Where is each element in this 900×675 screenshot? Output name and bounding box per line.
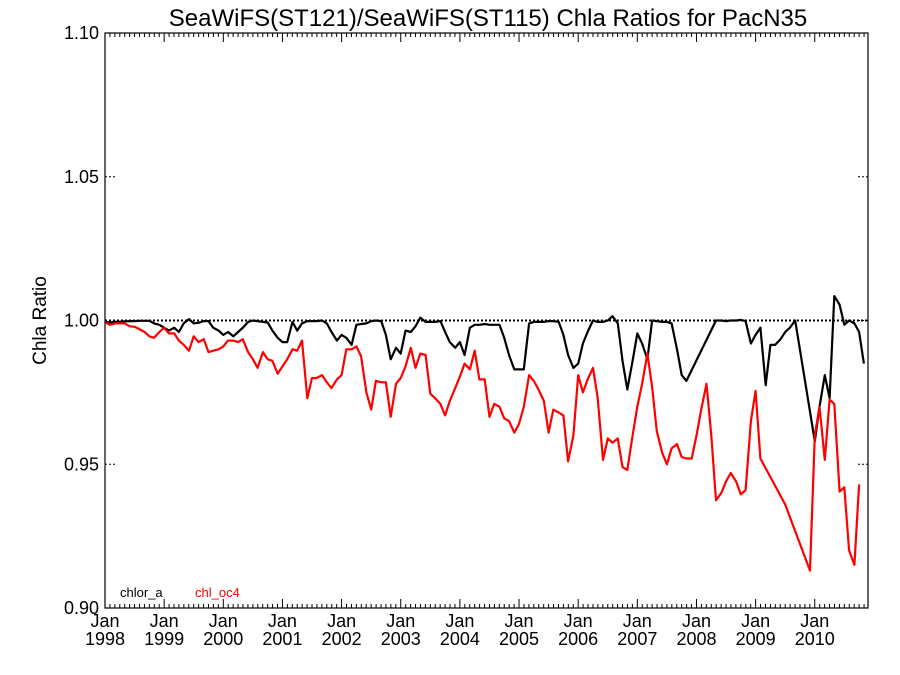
y-tick-label: 0.95 bbox=[64, 454, 99, 474]
y-axis: 0.90 0.95 1.00 1.05 1.10 bbox=[64, 23, 868, 618]
x-tick-label-month: Jan bbox=[682, 611, 711, 631]
x-tick-label-month: Jan bbox=[445, 611, 474, 631]
x-tick-label-year: 2004 bbox=[440, 629, 480, 649]
x-tick-label-year: 2000 bbox=[203, 629, 243, 649]
series-line-chlor-a bbox=[104, 295, 865, 443]
x-tick-label-year: 2002 bbox=[322, 629, 362, 649]
x-tick-label-month: Jan bbox=[505, 611, 534, 631]
series-line-chl-oc4 bbox=[104, 320, 861, 572]
x-tick-label-year: 1999 bbox=[144, 629, 184, 649]
series-layer bbox=[104, 295, 865, 572]
chart-title: SeaWiFS(ST121)/SeaWiFS(ST115) Chla Ratio… bbox=[169, 5, 807, 32]
y-tick-label: 1.10 bbox=[64, 23, 99, 43]
legend-item-chlor-a: chlor_a bbox=[120, 585, 163, 600]
x-axis: Jan1998Jan1999Jan2000Jan2001Jan2002Jan20… bbox=[85, 33, 865, 649]
x-tick-label-month: Jan bbox=[564, 611, 593, 631]
x-tick-label-year: 1998 bbox=[85, 629, 125, 649]
x-tick-label-month: Jan bbox=[741, 611, 770, 631]
x-tick-label-month: Jan bbox=[800, 611, 829, 631]
y-tick-label: 1.05 bbox=[64, 167, 99, 187]
x-tick-label-month: Jan bbox=[209, 611, 238, 631]
y-axis-label: Chla Ratio bbox=[30, 276, 51, 365]
legend: chlor_a chl_oc4 bbox=[120, 585, 240, 600]
x-tick-label-year: 2010 bbox=[795, 629, 835, 649]
x-tick-label-month: Jan bbox=[623, 611, 652, 631]
x-tick-label-month: Jan bbox=[268, 611, 297, 631]
x-tick-label-year: 2009 bbox=[736, 629, 776, 649]
x-tick-label-month: Jan bbox=[386, 611, 415, 631]
x-tick-label-year: 2001 bbox=[262, 629, 302, 649]
y-tick-label: 0.90 bbox=[64, 598, 99, 618]
x-tick-label-month: Jan bbox=[150, 611, 179, 631]
x-tick-label-year: 2003 bbox=[381, 629, 421, 649]
x-tick-label-year: 2008 bbox=[676, 629, 716, 649]
x-tick-label-month: Jan bbox=[90, 611, 119, 631]
x-tick-label-year: 2006 bbox=[558, 629, 598, 649]
y-tick-label: 1.00 bbox=[64, 311, 99, 331]
x-tick-label-year: 2005 bbox=[499, 629, 539, 649]
x-tick-label-month: Jan bbox=[327, 611, 356, 631]
legend-item-chl-oc4: chl_oc4 bbox=[195, 585, 240, 600]
x-tick-label-year: 2007 bbox=[617, 629, 657, 649]
